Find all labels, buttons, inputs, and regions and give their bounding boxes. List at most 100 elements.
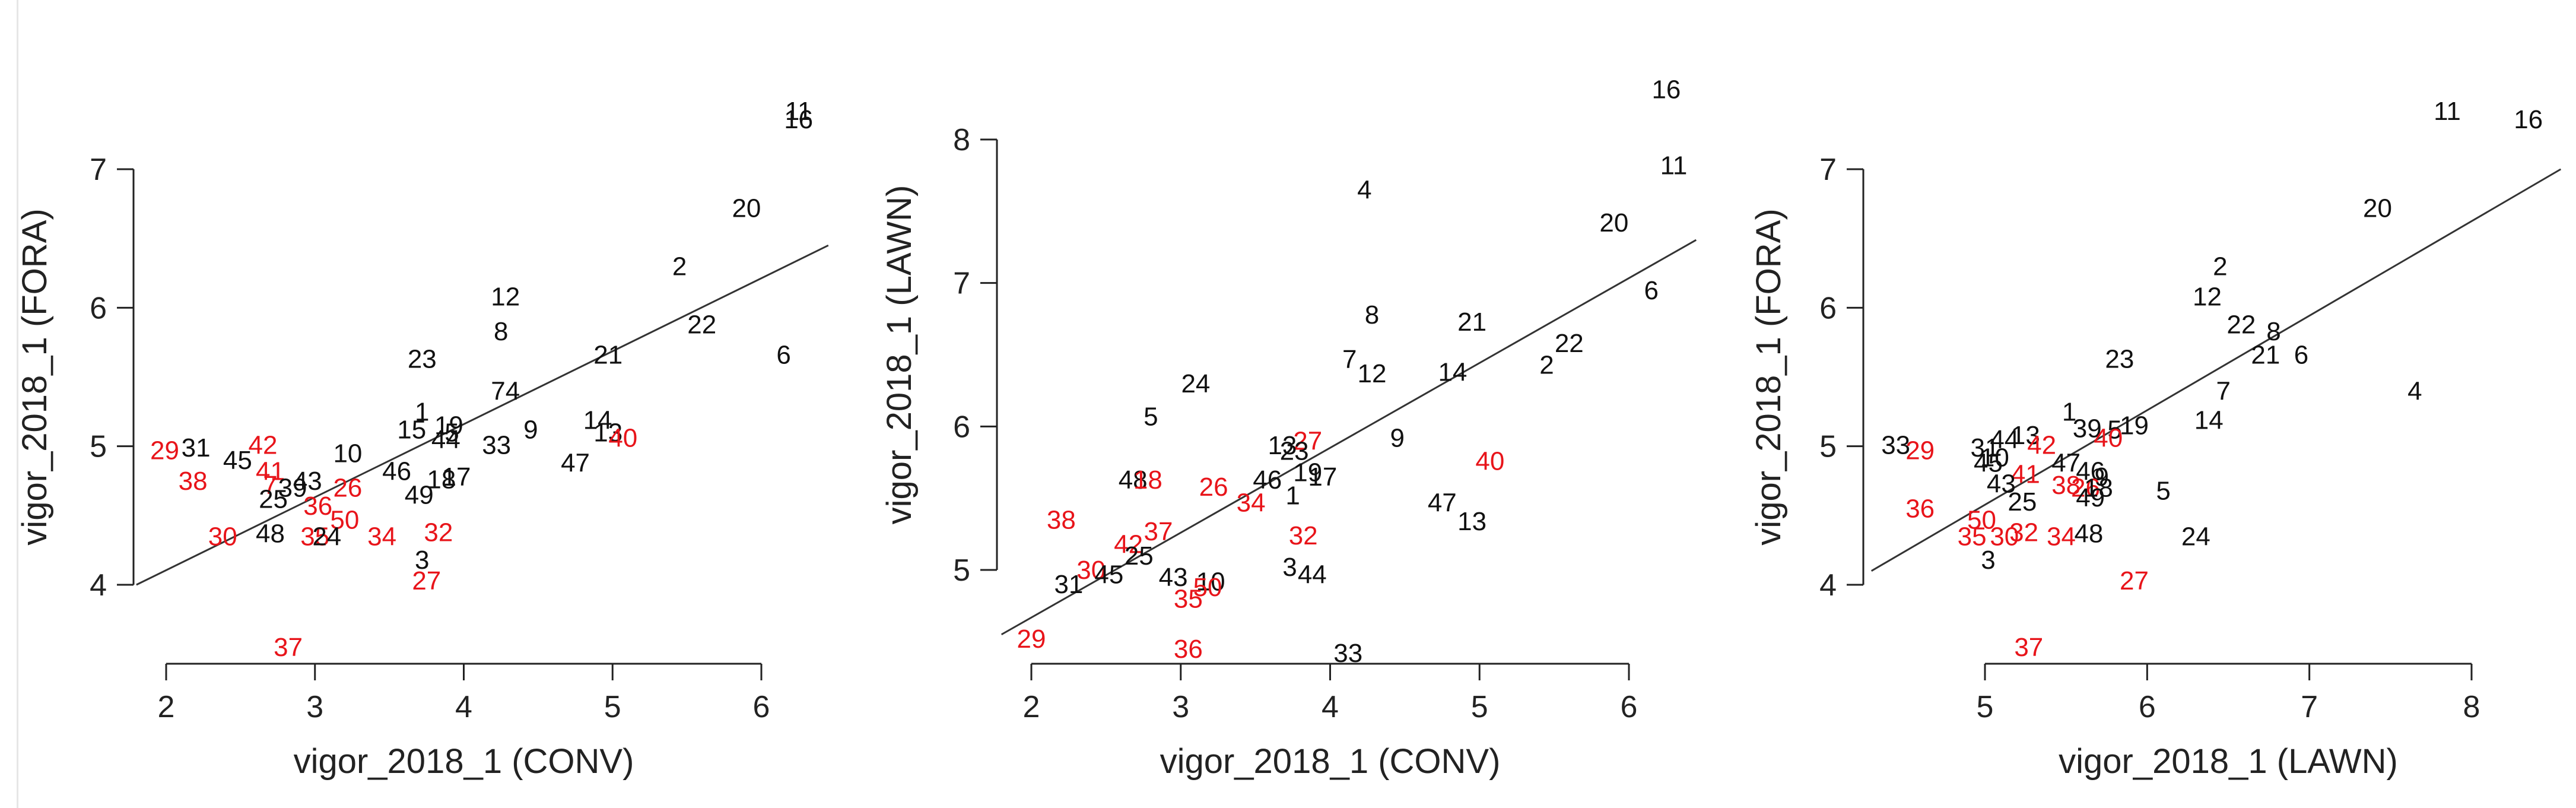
data-point-label: 23: [2105, 345, 2134, 374]
data-point-label: 24: [312, 522, 341, 551]
y-tick-label: 6: [953, 410, 970, 444]
x-tick-label: 4: [455, 690, 472, 724]
data-point-label: 6: [1644, 276, 1659, 305]
x-tick-label: 5: [604, 690, 621, 724]
y-axis-title: vigor_2018_1 (FORA): [1749, 208, 1788, 545]
data-point-label: 26: [2071, 474, 2100, 503]
data-point-label: 44: [1990, 425, 2019, 454]
x-tick-label: 5: [1977, 690, 1994, 724]
y-tick-label: 5: [953, 553, 970, 588]
regression-line: [1000, 239, 1697, 636]
data-point-label: 36: [1905, 495, 1935, 524]
data-point-label: 36: [1174, 635, 1203, 664]
data-point-label: 4: [2407, 376, 2422, 405]
data-point-label: 27: [2120, 566, 2149, 595]
x-tick-label: 6: [2139, 690, 2156, 724]
data-point-label: 46: [1253, 465, 1282, 495]
y-tick-label: 8: [953, 123, 970, 157]
data-point-label: 22: [2226, 310, 2256, 339]
x-tick-label: 2: [1023, 690, 1040, 724]
x-tick-label: 8: [2463, 690, 2480, 724]
data-point-label: 23: [1280, 436, 1309, 465]
data-point-label: 42: [2027, 430, 2056, 460]
data-point-label: 26: [333, 474, 362, 503]
data-point-label: 3: [415, 546, 429, 575]
data-point-label: 24: [1181, 369, 1210, 398]
data-point-label: 32: [424, 518, 453, 547]
data-point-label: 26: [1199, 473, 1228, 502]
data-point-label: 30: [1990, 522, 2019, 551]
data-point-label: 8: [494, 317, 508, 346]
data-point-label: 13: [1268, 431, 1297, 460]
data-point-label: 10: [1980, 443, 2009, 472]
data-point-label: 8: [2266, 317, 2280, 346]
data-point-label: 50: [1193, 573, 1222, 602]
data-point-label: 17: [441, 462, 471, 492]
data-point-label: 1: [2062, 397, 2076, 426]
y-tick-label: 7: [953, 267, 970, 301]
data-point-label: 34: [1237, 488, 1266, 517]
data-point-label: 18: [1133, 465, 1162, 495]
y-tick-label: 5: [90, 430, 107, 464]
data-point-label: 15: [397, 416, 426, 445]
data-point-label: 6: [2294, 341, 2308, 370]
data-point-label: 25: [1125, 541, 1154, 571]
data-point-label: 29: [1017, 625, 1046, 654]
data-point-label: 37: [2014, 633, 2043, 662]
data-point-label: 30: [208, 522, 237, 551]
data-point-label: 74: [491, 376, 520, 405]
data-point-label: 5: [1144, 402, 1158, 431]
data-point-label: 37: [1144, 517, 1173, 546]
data-point-label: 11: [785, 97, 812, 126]
data-point-label: 20: [732, 194, 761, 223]
data-point-label: 7: [1342, 345, 1357, 374]
data-point-label: 11: [2434, 97, 2461, 126]
y-tick-label: 4: [90, 568, 107, 603]
y-tick-label: 7: [1819, 153, 1837, 187]
data-point-label: 35: [300, 522, 329, 551]
data-point-label: 5: [2107, 416, 2121, 445]
data-point-label: 39: [278, 474, 307, 503]
data-point-label: 39: [2073, 414, 2102, 443]
data-point-label: 35: [1958, 522, 1987, 551]
data-point-label: 20: [1599, 208, 1628, 237]
data-point-label: 41: [256, 457, 285, 486]
data-point-label: 31: [1054, 570, 1083, 599]
data-point-label: 12: [491, 283, 520, 312]
data-point-label: 2: [2213, 252, 2227, 281]
data-point-label: 31: [182, 433, 211, 462]
data-point-label: 25: [2008, 487, 2037, 517]
data-point-label: 45: [1094, 560, 1123, 589]
data-point-label: 33: [1881, 430, 1910, 460]
data-point-label: 9: [1390, 424, 1405, 453]
data-point-label: 46: [382, 457, 411, 486]
data-point-label: 40: [2094, 424, 2123, 453]
data-point-label: 16: [2514, 105, 2543, 134]
data-point-label: 19: [434, 411, 463, 441]
data-point-label: 7: [263, 471, 277, 500]
data-point-label: 47: [561, 449, 590, 478]
data-point-label: 18: [427, 465, 456, 495]
data-point-label: 10: [1196, 567, 1225, 596]
data-point-label: 1: [1285, 481, 1300, 510]
data-point-label: 38: [2051, 471, 2081, 500]
data-point-label: 13: [593, 418, 622, 447]
data-point-label: 21: [2251, 341, 2280, 370]
data-point-label: 2: [672, 252, 687, 281]
data-point-label: 9: [523, 416, 538, 445]
x-axis-title: vigor_2018_1 (CONV): [294, 742, 634, 781]
data-point-label: 23: [408, 345, 437, 374]
y-tick-label: 6: [90, 291, 107, 325]
data-point-label: 19: [2120, 411, 2149, 441]
x-tick-label: 5: [1471, 690, 1488, 724]
data-point-label: 48: [1119, 465, 1148, 495]
data-point-label: 16: [1651, 75, 1681, 104]
regression-line: [1870, 168, 2562, 572]
data-point-label: 19: [1293, 458, 1322, 487]
data-point-label: 21: [1457, 308, 1486, 337]
data-point-label: 14: [2194, 405, 2224, 435]
data-point-label: 21: [593, 341, 622, 370]
